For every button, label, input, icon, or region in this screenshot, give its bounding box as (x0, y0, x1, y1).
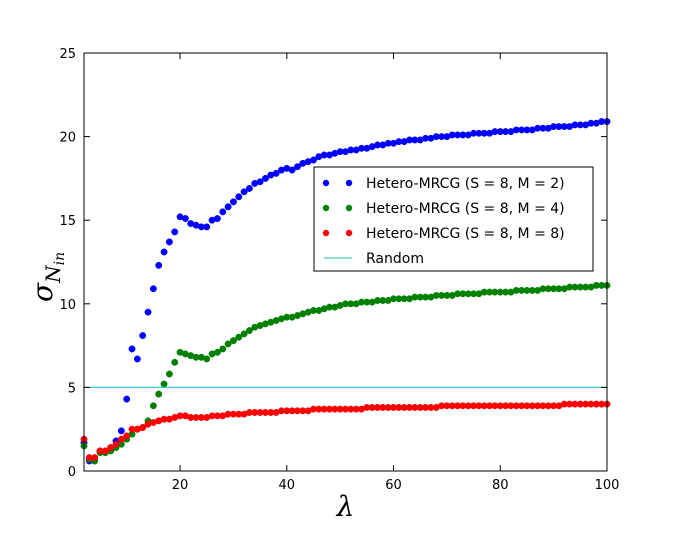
data-point (310, 156, 317, 164)
data-point (203, 223, 211, 231)
legend-marker (322, 229, 330, 237)
data-point (128, 345, 136, 353)
y-tick-label: 15 (59, 214, 76, 229)
data-point (235, 333, 243, 341)
data-point (235, 193, 243, 201)
data-point (294, 163, 301, 171)
legend: Hetero-MRCG (S = 8, M = 2) Hetero-MRCG (S… (313, 166, 594, 272)
data-point (160, 380, 168, 388)
legend-item: Random (324, 251, 424, 267)
data-point (149, 402, 157, 410)
data-point (245, 327, 253, 335)
y-tick-label: 5 (68, 381, 76, 396)
series-3 (80, 400, 611, 462)
data-point (240, 188, 248, 196)
data-point (213, 348, 221, 356)
data-point (112, 440, 120, 448)
x-tick-label: 20 (172, 478, 189, 493)
y-tick-label: 25 (59, 47, 76, 62)
data-point (219, 345, 227, 353)
plot-frame (83, 52, 608, 472)
data-point (133, 355, 141, 363)
legend-items: Hetero-MRCG (S = 8, M = 2) Hetero-MRCG (S… (322, 176, 565, 267)
data-point (219, 208, 227, 216)
data-point (288, 166, 296, 174)
data-point (165, 238, 173, 246)
legend-box (313, 166, 594, 272)
data-point (224, 340, 232, 348)
legend-marker (345, 179, 353, 187)
series-layer (80, 118, 611, 465)
data-point (245, 184, 253, 192)
legend-item: Hetero-MRCG (S = 8, M = 8) (322, 226, 565, 242)
data-point (139, 424, 147, 431)
data-point (107, 444, 115, 452)
legend-marker (345, 229, 353, 237)
data-point (160, 248, 168, 256)
data-point (213, 215, 221, 222)
data-point (229, 198, 237, 206)
data-point (155, 261, 163, 269)
legend-label: Hetero-MRCG (S = 8, M = 4) (366, 201, 565, 217)
data-point (171, 358, 179, 366)
data-point (149, 285, 157, 293)
data-point (123, 395, 131, 403)
data-point (229, 337, 237, 345)
legend-marker (345, 204, 353, 212)
data-point (181, 215, 189, 222)
data-point (117, 427, 125, 435)
data-point (165, 370, 173, 378)
legend-label: Hetero-MRCG (S = 8, M = 2) (366, 176, 565, 192)
data-point (123, 432, 131, 440)
data-point (91, 454, 99, 462)
data-point (117, 435, 125, 443)
x-tick-label: 100 (595, 478, 620, 493)
data-point (203, 355, 211, 363)
y-axis-title-subsub: in (52, 252, 68, 266)
data-point (171, 228, 179, 236)
legend-label: Random (366, 251, 424, 267)
ticks-layer: 20 40 60 80 100 0 5 10 15 20 25 (59, 47, 619, 493)
x-tick-label: 80 (492, 478, 509, 493)
y-axis-title: σNin (26, 252, 68, 302)
data-point (155, 390, 163, 398)
legend-marker (322, 204, 330, 212)
data-point (144, 308, 152, 316)
legend-item: Hetero-MRCG (S = 8, M = 4) (322, 201, 565, 217)
data-point (224, 203, 232, 211)
data-point (240, 330, 248, 338)
y-tick-label: 20 (59, 131, 76, 146)
legend-label: Hetero-MRCG (S = 8, M = 8) (366, 226, 565, 242)
data-point (139, 332, 147, 340)
y-tick-label: 10 (59, 298, 76, 313)
y-axis-title-base: σ (26, 282, 59, 302)
y-axis-title-sub: N (41, 264, 65, 284)
x-axis-title: λ (336, 490, 355, 523)
x-tick-label: 40 (279, 478, 296, 493)
legend-marker (322, 179, 330, 187)
svg-text:σNin: σNin (26, 252, 68, 302)
data-point (101, 447, 109, 455)
data-point (261, 174, 269, 182)
data-point (256, 178, 264, 186)
y-tick-label: 0 (68, 465, 76, 480)
data-point (272, 169, 280, 177)
legend-item: Hetero-MRCG (S = 8, M = 2) (322, 176, 565, 192)
x-tick-label: 60 (385, 478, 402, 493)
